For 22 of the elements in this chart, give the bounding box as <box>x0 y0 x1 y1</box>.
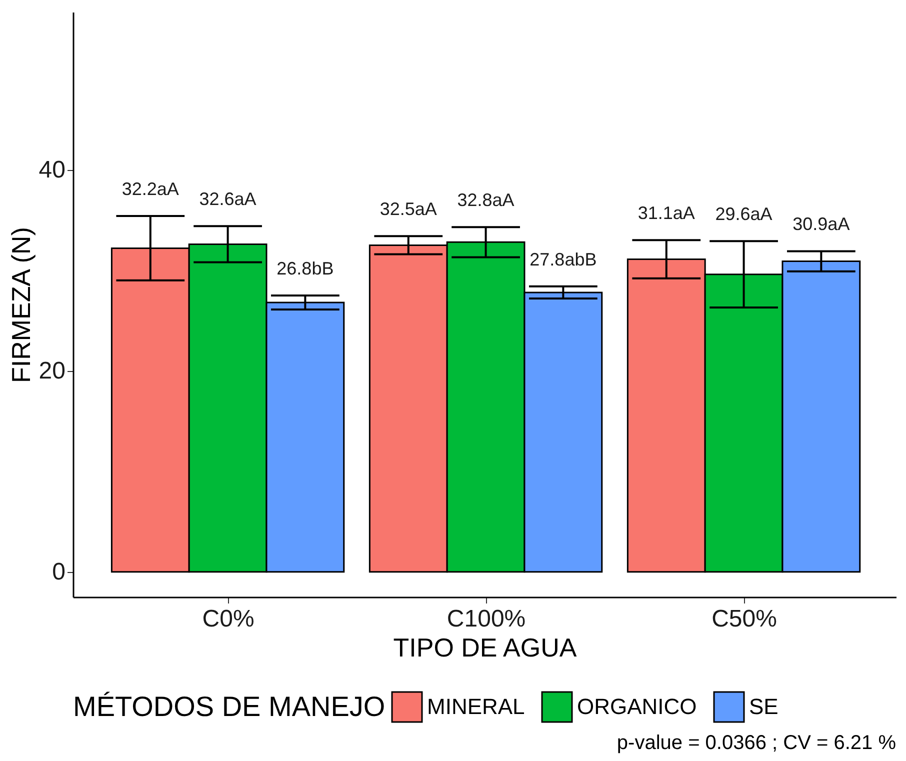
y-tick-label: 40 <box>38 156 66 184</box>
y-tick-label: 0 <box>52 558 66 586</box>
legend-label: MINERAL <box>427 694 525 719</box>
x-tick-label: C100% <box>446 606 526 632</box>
text: p-value = 0.0366 ; CV = 6.21 % <box>616 732 896 754</box>
data-label: 29.6aA <box>715 204 772 224</box>
legend-title: MÉTODOS DE MANEJO <box>73 691 386 722</box>
y-axis-title: FIRMEZA (N) <box>6 227 36 383</box>
data-label: 27.8abB <box>530 249 597 270</box>
x-tick-label: C50% <box>712 606 777 632</box>
legend-label: ORGANICO <box>577 694 697 719</box>
data-label: 26.8bB <box>276 258 334 278</box>
x-axis-title: TIPO DE AGUA <box>393 632 578 662</box>
data-label: 30.9aA <box>792 214 850 234</box>
x-tick-label: C0% <box>202 606 254 632</box>
data-label: 32.8aA <box>457 190 514 210</box>
y-tick-label: 20 <box>38 357 66 384</box>
data-label: 32.5aA <box>380 199 437 220</box>
data-label: 32.6aA <box>199 189 256 210</box>
data-label: 31.1aA <box>638 203 695 224</box>
legend-label: SE <box>749 694 778 719</box>
data-label: 32.2aA <box>122 179 179 200</box>
